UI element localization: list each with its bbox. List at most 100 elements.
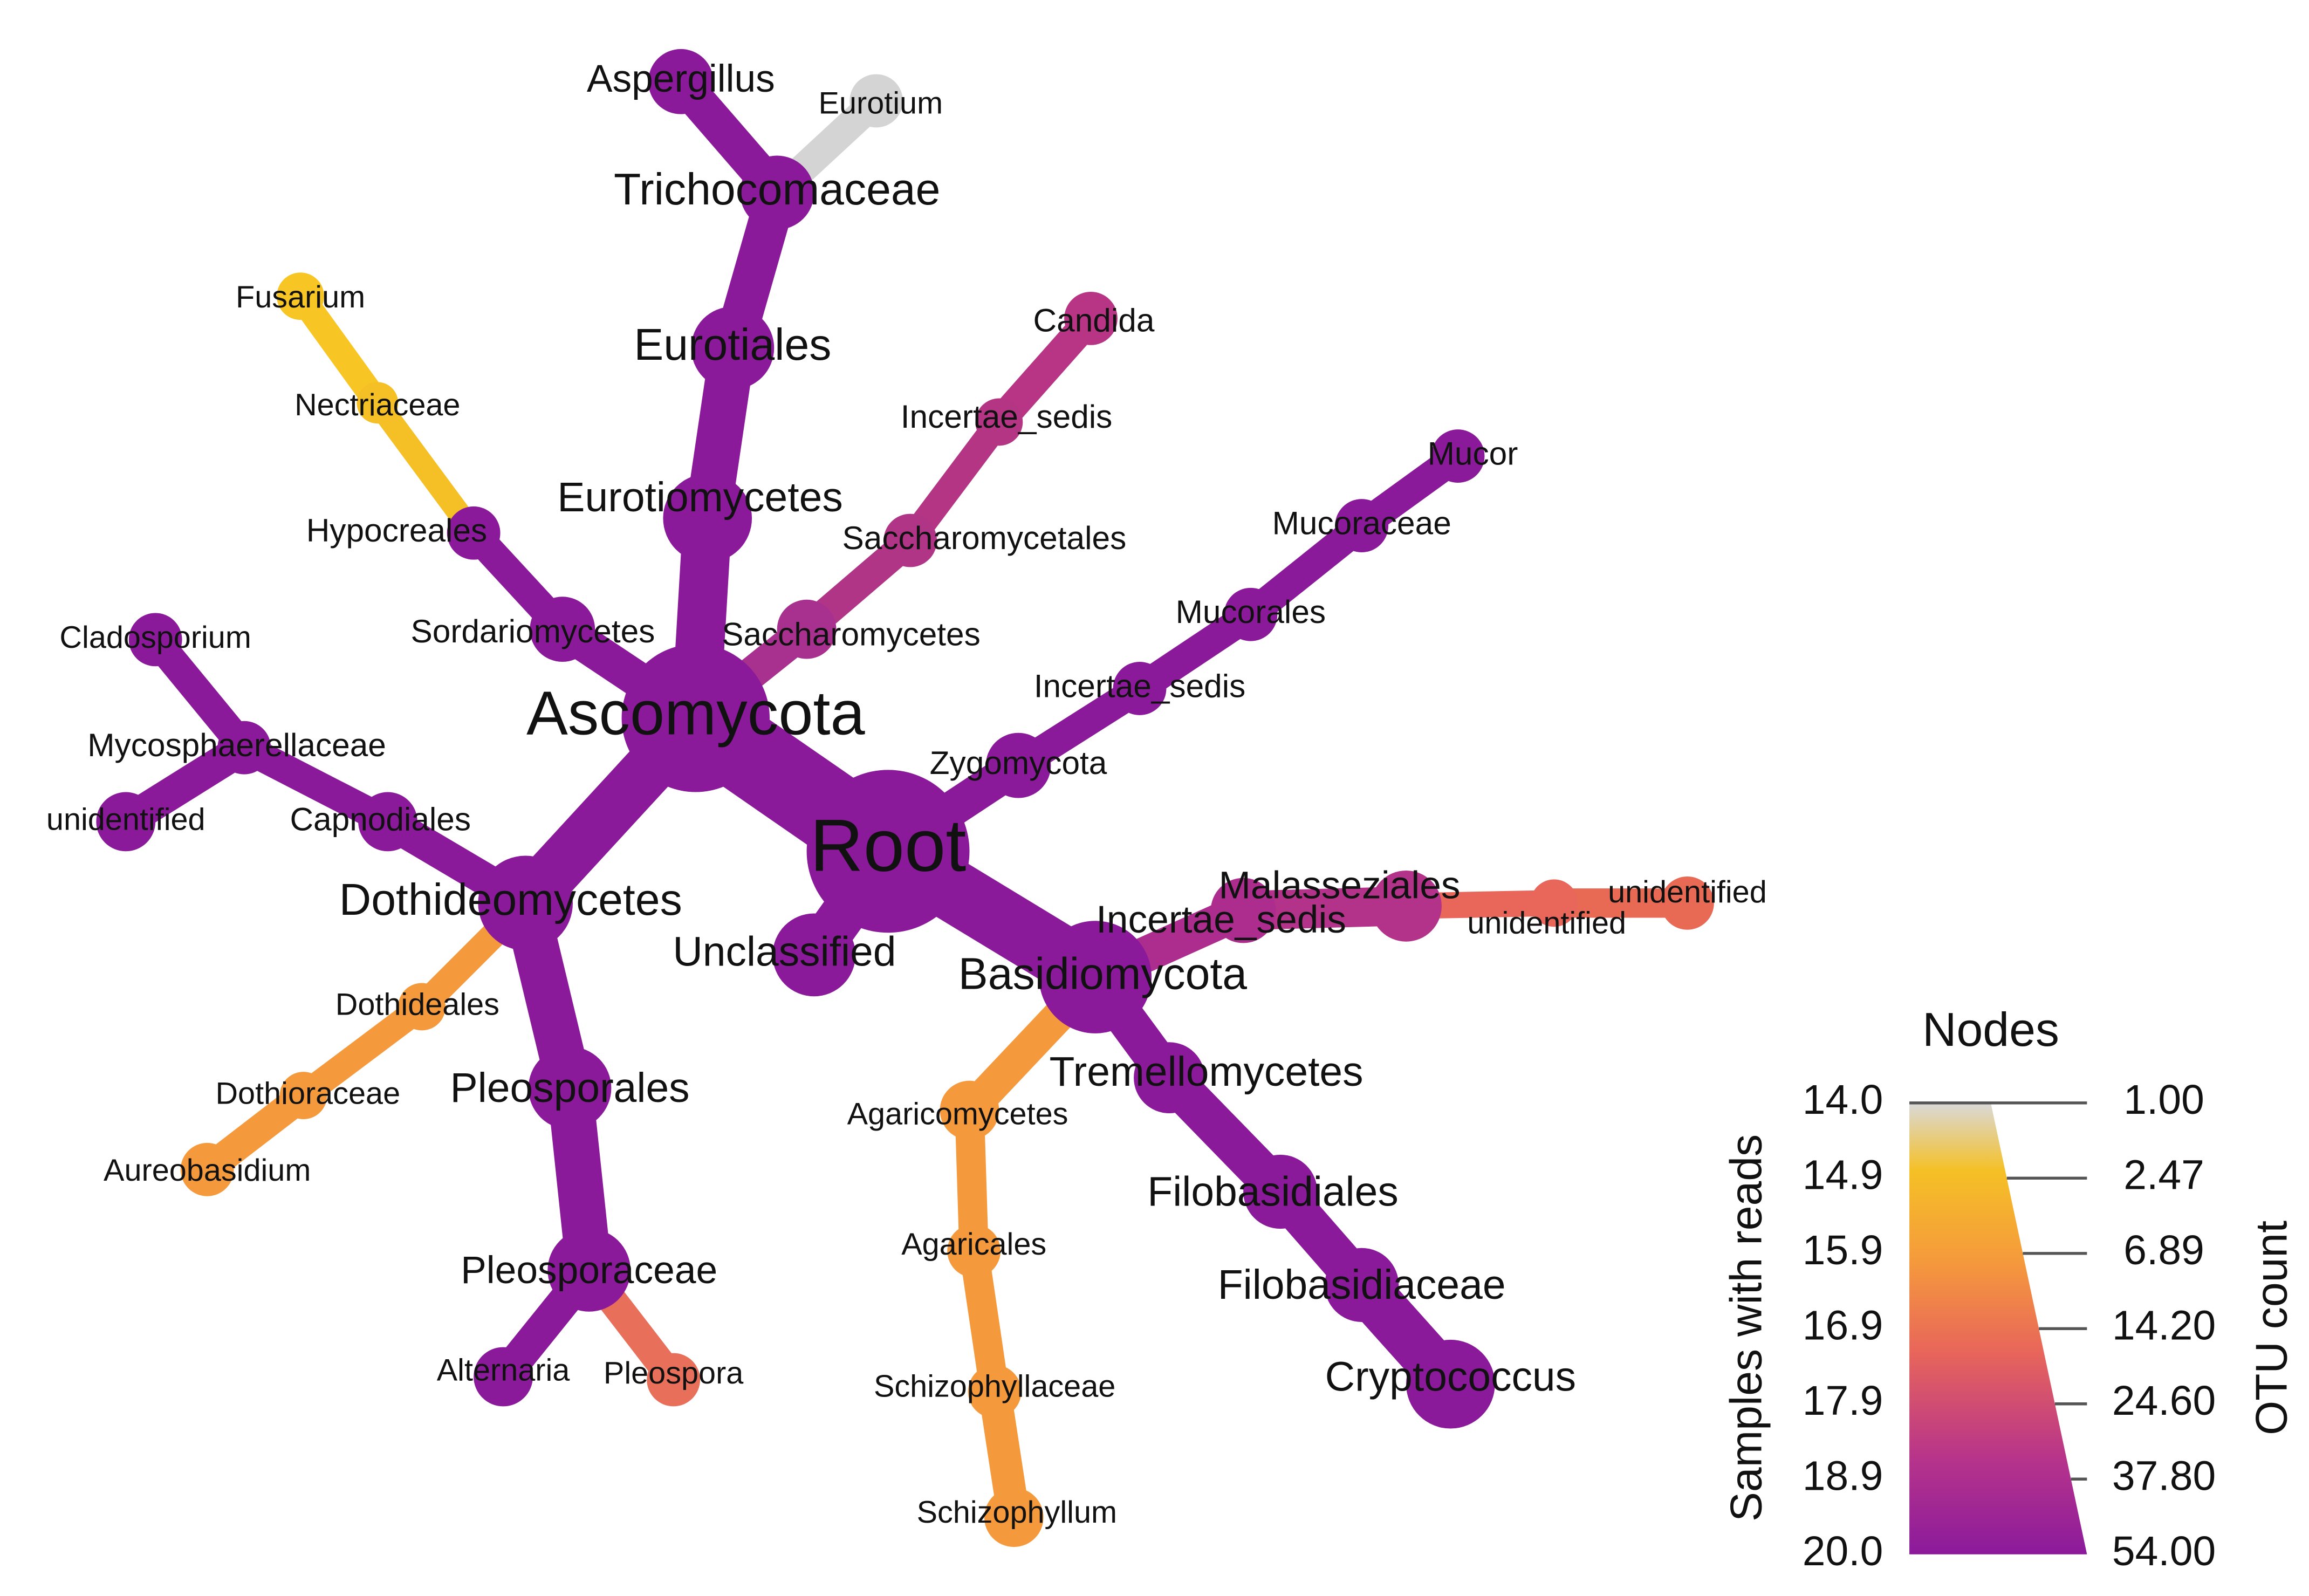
node-label: Incertae_sedis — [1096, 898, 1346, 941]
node — [279, 1072, 327, 1119]
node-label: Schizophyllaceae — [874, 1369, 1115, 1404]
node-label: Basidiomycota — [958, 949, 1247, 998]
node — [1243, 1154, 1318, 1229]
node — [985, 732, 1051, 798]
node-label: Dothideomycetes — [339, 875, 682, 924]
node — [663, 474, 752, 563]
node-label: Schizophyllum — [917, 1495, 1117, 1530]
node-label: Agaricales — [901, 1227, 1046, 1262]
node-label: Mycosphaerellaceae — [87, 727, 386, 763]
node-label: Filobasidiales — [1147, 1168, 1398, 1215]
legend-left-label: Samples with reads — [1721, 1134, 1771, 1522]
node-label: Aureobasidium — [104, 1153, 311, 1188]
legend-left-tick: 17.9 — [1803, 1378, 1883, 1424]
node-label: Root — [810, 805, 967, 887]
node — [947, 1224, 1001, 1278]
labels: Root Ascomycota Basidiomycota Zygomycota Unc… — [46, 57, 1767, 1530]
node-label: Pleosporales — [450, 1065, 689, 1111]
node — [358, 792, 417, 852]
node-label: Cryptococcus — [1325, 1353, 1576, 1400]
node-label: Dothideales — [335, 988, 499, 1022]
node-label: Agaricomycetes — [847, 1097, 1068, 1132]
node — [940, 1080, 999, 1140]
node — [984, 1488, 1044, 1547]
edge — [366, 391, 485, 545]
edge — [290, 994, 435, 1109]
node-label: Eurotium — [819, 86, 943, 120]
node-label: Sordariomycetes — [410, 613, 655, 649]
node — [975, 398, 1023, 446]
node — [180, 1142, 234, 1196]
node — [474, 1347, 533, 1407]
legend-right-tick: 24.60 — [2112, 1378, 2216, 1424]
node-label: Unclassified — [673, 929, 896, 975]
node-label: Eurotiales — [634, 320, 831, 369]
node — [277, 272, 324, 320]
node — [777, 599, 837, 659]
legend-left-tick: 14.9 — [1803, 1152, 1883, 1198]
node-label: Mucorales — [1176, 593, 1326, 630]
node-label: Zygomycota — [930, 744, 1107, 781]
node — [968, 1365, 1022, 1419]
node — [647, 1353, 701, 1407]
node — [1210, 878, 1276, 943]
legend-gradient — [1909, 1102, 2087, 1554]
node-label: unidentified — [46, 803, 205, 837]
legend-right-tick: 1.00 — [2123, 1077, 2204, 1123]
node — [1325, 1248, 1399, 1322]
legend-left-tick: 20.0 — [1803, 1528, 1883, 1574]
node-label: Pleospora — [604, 1356, 744, 1390]
node-label: Mucoraceae — [1272, 505, 1451, 542]
legend-left-tick: 14.0 — [1803, 1077, 1883, 1123]
node — [849, 74, 903, 128]
node-label: Eurotiomycetes — [557, 474, 842, 520]
node-label: Dothioraceae — [215, 1076, 400, 1111]
node — [1431, 429, 1485, 483]
node — [740, 155, 814, 230]
node — [1406, 1339, 1495, 1429]
node-label: Filobasidiaceae — [1218, 1262, 1506, 1308]
legend-left-tick: 18.9 — [1803, 1453, 1883, 1499]
node-label: Cladosporium — [59, 620, 251, 655]
node — [1335, 499, 1389, 552]
node — [772, 913, 856, 997]
node — [1224, 587, 1278, 641]
node-label: Saccharomycetes — [722, 615, 981, 652]
node-label: Capnodiales — [290, 800, 471, 837]
node — [128, 613, 182, 667]
node — [1134, 1042, 1205, 1114]
node — [1064, 291, 1118, 345]
node-label: Candida — [1033, 302, 1155, 339]
node-label: unidentified — [1608, 875, 1767, 909]
legend-right-tick: 2.47 — [2123, 1152, 2204, 1198]
node — [447, 506, 501, 560]
node — [1661, 876, 1714, 930]
node — [691, 306, 775, 390]
node-label: Nectriaceae — [294, 388, 460, 422]
node — [217, 721, 271, 775]
legend-left-tick: 15.9 — [1803, 1227, 1883, 1273]
legend-right-label: OTU count — [2247, 1221, 2297, 1435]
node — [96, 792, 156, 852]
legend-right-tick: 6.89 — [2123, 1227, 2204, 1273]
node — [547, 1229, 631, 1312]
node — [1113, 662, 1167, 715]
node-label: Fusarium — [236, 280, 365, 314]
node — [1039, 921, 1152, 1033]
node-label: Alternaria — [437, 1353, 571, 1387]
legend-right-tick: 54.00 — [2112, 1528, 2216, 1574]
legend-left-tick: 16.9 — [1803, 1303, 1883, 1349]
node-label: Incertae_sedis — [901, 398, 1113, 435]
node-label: Aspergillus — [587, 57, 775, 100]
legend-right-tick: 37.80 — [2112, 1453, 2216, 1499]
node — [1530, 879, 1578, 927]
node-label: Tremellomycetes — [1050, 1049, 1364, 1095]
node — [883, 513, 937, 567]
node — [528, 1046, 612, 1130]
node-label: Trichocomaceae — [614, 165, 940, 214]
node — [357, 382, 399, 424]
node-label: Malasseziales — [1218, 864, 1460, 907]
node-label: Incertae_sedis — [1034, 667, 1246, 704]
